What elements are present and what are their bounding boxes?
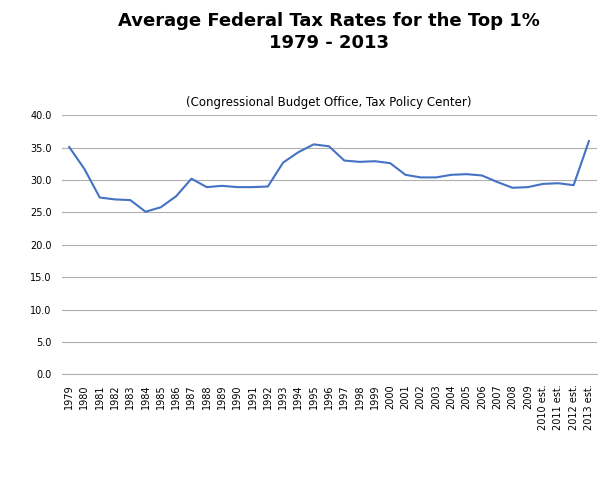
Text: Average Federal Tax Rates for the Top 1%
1979 - 2013: Average Federal Tax Rates for the Top 1%… [118,12,540,52]
Text: (Congressional Budget Office, Tax Policy Center): (Congressional Budget Office, Tax Policy… [186,96,472,109]
